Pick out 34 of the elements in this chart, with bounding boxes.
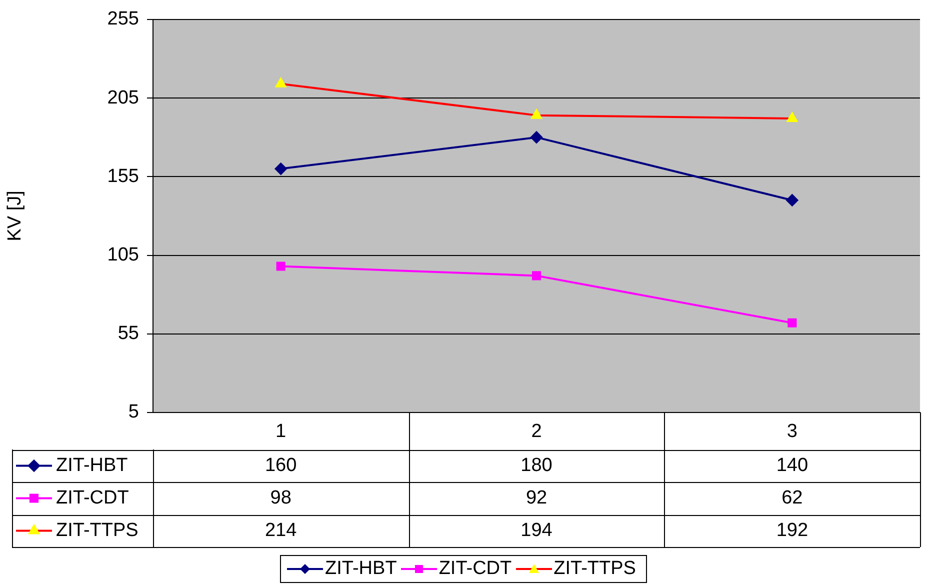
point (788, 318, 797, 328)
data-label: 194 (520, 520, 553, 541)
y-tick-label: 5 (128, 402, 139, 423)
y-tick-label: 55 (118, 323, 139, 344)
x-tick-label: 1 (276, 421, 286, 442)
y-tick-label: 155 (107, 166, 139, 187)
point (274, 162, 287, 175)
x-tick-label: 3 (786, 421, 798, 442)
point (786, 112, 798, 122)
legend-label: ZIT-TTPS (56, 520, 138, 541)
data-label: 140 (776, 454, 808, 476)
data-label: 214 (264, 520, 298, 541)
data-label: 192 (776, 520, 808, 541)
data-label: 98 (270, 487, 292, 508)
y-axis-title: KV [J] (4, 190, 26, 242)
text: ZIT-HBT (325, 558, 397, 579)
legend-label: ZIT-CDT (56, 487, 130, 508)
point (530, 131, 542, 144)
text: ZIT-TTPS (554, 558, 636, 579)
point (276, 262, 286, 271)
data-label: 180 (520, 454, 552, 476)
data-label: 160 (264, 454, 297, 476)
y-tick-label: 255 (107, 8, 139, 30)
x-tick-label: 2 (531, 421, 542, 442)
y-tick-label: 105 (107, 244, 139, 266)
point (786, 194, 798, 206)
point (531, 109, 542, 119)
point (276, 78, 286, 88)
legend-label: ZIT-HBT (56, 454, 128, 476)
point (532, 271, 542, 280)
y-tick-label: 205 (107, 87, 139, 108)
data-label: 92 (526, 487, 548, 508)
text: ZIT-CDT (438, 558, 512, 579)
data-label: 62 (782, 487, 803, 508)
